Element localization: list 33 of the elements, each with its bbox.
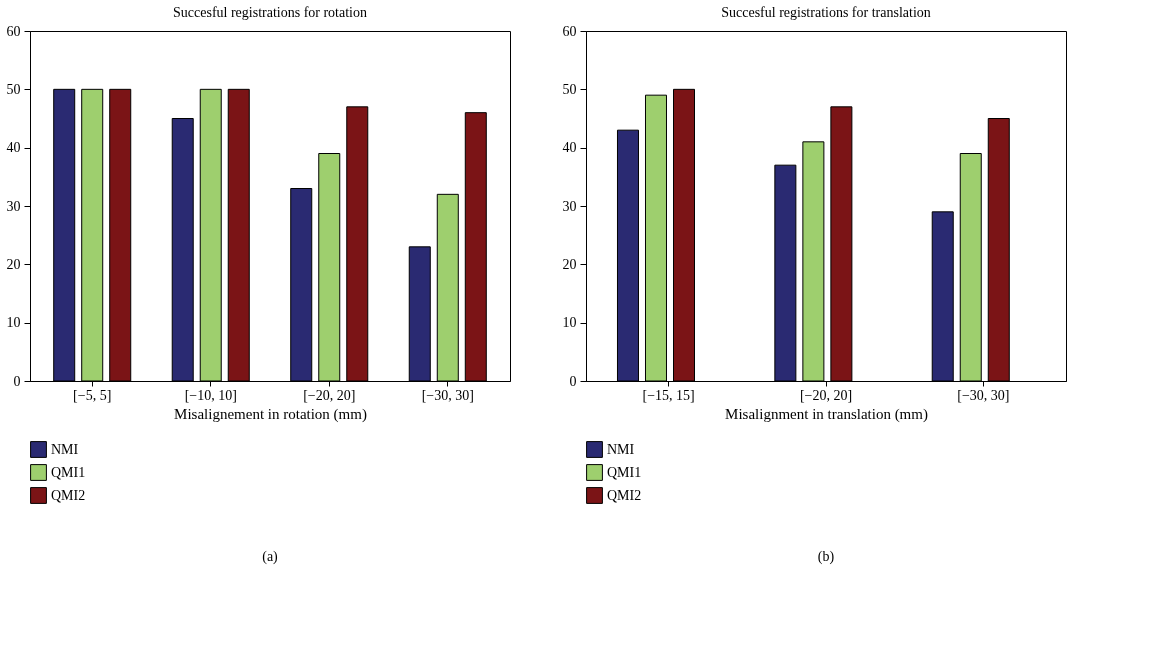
x-tick-label: [−15, 15] (642, 387, 695, 403)
x-tick-label: [−10, 10] (184, 387, 237, 403)
y-tick-label: 50 (562, 81, 577, 97)
legend-label: QMI1 (607, 464, 642, 480)
y-tick-label: 20 (562, 256, 577, 272)
chart-title: Succesful registrations for rotation (172, 5, 368, 20)
y-tick-label: 10 (6, 315, 21, 331)
y-tick-label: 30 (562, 198, 577, 214)
y-tick-label: 60 (6, 23, 21, 39)
text: (b) (817, 549, 835, 565)
y-tick-label: 60 (562, 23, 577, 39)
y-tick-label: 0 (569, 373, 577, 389)
y-tick-label: 40 (562, 140, 577, 156)
y-tick-label: 40 (6, 140, 21, 156)
chart-title: Succesful registrations for translation (721, 5, 931, 20)
legend-label: QMI1 (51, 464, 86, 480)
x-tick-label: [−5, 5] (73, 387, 112, 403)
x-axis-title: Misalignement in rotation (mm) (174, 405, 367, 423)
y-tick-label: 20 (6, 256, 21, 272)
legend-label: QMI2 (607, 487, 642, 503)
legend-label: NMI (607, 441, 635, 457)
x-tick-label: [−20, 20] (799, 387, 853, 403)
x-tick-label: [−30, 30] (421, 387, 474, 403)
x-axis-title: Misalignment in translation (mm) (725, 405, 928, 423)
y-tick-label: 0 (13, 373, 21, 389)
x-tick-label: [−20, 20] (303, 387, 356, 403)
text: (a) (262, 549, 279, 565)
legend-label: QMI2 (51, 487, 86, 503)
y-tick-label: 10 (562, 315, 577, 331)
legend-label: NMI (51, 441, 79, 457)
y-tick-label: 50 (6, 81, 21, 97)
x-tick-label: [−30, 30] (957, 387, 1010, 403)
y-tick-label: 30 (6, 198, 21, 214)
